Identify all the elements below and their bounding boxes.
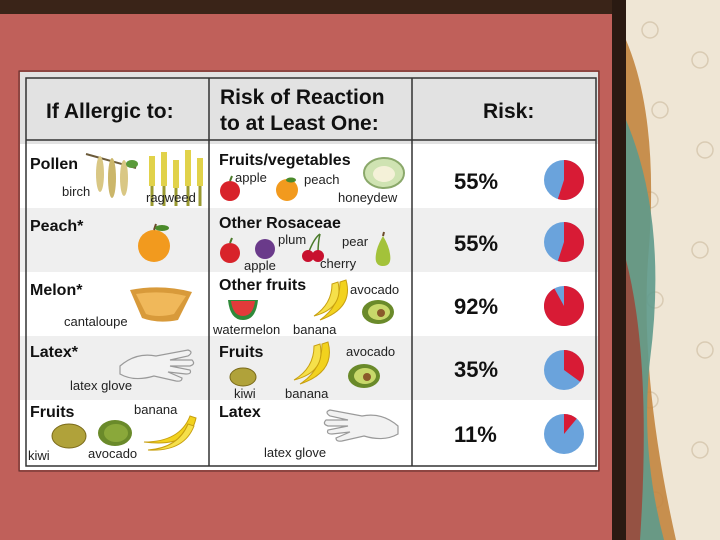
birch-icon <box>85 153 138 198</box>
risk-pie <box>543 286 584 326</box>
pie-risk-slice <box>557 160 585 200</box>
banana-label: banana <box>285 386 329 401</box>
avocado-label: avocado <box>346 344 396 359</box>
banana-icon <box>143 415 197 451</box>
allergen-label: Fruits <box>30 404 75 421</box>
related-label: Other Rosaceae <box>219 215 341 232</box>
risk-percent: 11% <box>454 422 497 447</box>
apple-label: apple <box>244 258 276 273</box>
allergen-label: Melon* <box>30 282 83 299</box>
risk-percent: 55% <box>454 169 499 194</box>
watermelon-label: watermelon <box>213 322 281 337</box>
ragweed-label: ragweed <box>146 190 196 205</box>
apple-label: apple <box>235 170 267 185</box>
risk-percent: 35% <box>454 357 499 382</box>
watermelon-icon <box>228 300 258 320</box>
allergen-label: Latex* <box>30 344 79 361</box>
kiwi-icon <box>229 367 257 387</box>
pie-risk-slice <box>564 350 585 382</box>
latex-glove-label: latex glove <box>70 378 133 393</box>
avocado-icon <box>362 300 394 324</box>
ragweed-icon <box>149 150 203 206</box>
pie-risk-slice <box>543 286 584 326</box>
avocado-icon <box>98 420 132 446</box>
pear-icon <box>375 231 391 266</box>
risk-pie <box>544 222 585 262</box>
table-grid <box>25 77 597 467</box>
risk-pie <box>544 414 584 454</box>
cherry-label: cherry <box>320 256 357 271</box>
pear-label: pear <box>342 234 369 249</box>
allergen-label: Pollen <box>30 156 79 173</box>
banana-label: banana <box>134 402 178 417</box>
related-label: Fruits <box>219 344 264 361</box>
header-allergic-to: If Allergic to: <box>46 100 174 123</box>
latex-glove-icon <box>323 409 399 442</box>
cantaloupe-label: cantaloupe <box>64 314 128 329</box>
honeydew-icon <box>363 157 405 189</box>
risk-pie <box>544 350 585 390</box>
avocado-label: avocado <box>350 282 400 297</box>
plum-label: plum <box>278 232 307 247</box>
allergy-table: If Allergic to: Risk of Reaction to at L… <box>20 72 598 470</box>
banana-icon <box>313 279 348 321</box>
related-label: Other fruits <box>219 277 307 294</box>
risk-pie <box>544 160 585 200</box>
header-risk: Risk: <box>483 100 535 123</box>
header-risk-line1: Risk of Reaction <box>220 86 385 109</box>
banana-label: banana <box>293 322 337 337</box>
peach-label: peach <box>304 172 340 187</box>
avocado-icon <box>348 364 380 388</box>
risk-percent: 55% <box>454 231 499 256</box>
risk-percent: 92% <box>454 294 499 319</box>
honeydew-label: honeydew <box>338 190 398 205</box>
cantaloupe-icon <box>130 287 192 322</box>
banana-icon <box>293 341 330 385</box>
red-ribbon <box>626 260 644 540</box>
latex-glove-icon <box>119 349 195 382</box>
table-header <box>20 72 598 144</box>
cherry-icon <box>302 233 324 262</box>
related-label: Latex <box>219 404 261 421</box>
plum-icon <box>255 239 275 259</box>
pie-risk-slice <box>557 222 585 262</box>
apple-icon <box>220 237 240 263</box>
kiwi-icon <box>51 423 87 449</box>
birch-label: birch <box>62 184 91 199</box>
header-risk-line2: to at Least One: <box>220 112 379 135</box>
kiwi-label: kiwi <box>234 386 256 401</box>
avocado-label: avocado <box>88 446 138 461</box>
peach-icon <box>276 177 298 201</box>
apple-icon <box>220 175 240 201</box>
related-label: Fruits/vegetables <box>219 152 351 169</box>
peach-icon <box>138 223 170 262</box>
kiwi-label: kiwi <box>28 448 50 463</box>
pie-risk-slice <box>564 414 577 434</box>
latex-glove-label: latex glove <box>264 445 327 460</box>
allergen-label: Peach* <box>30 218 84 235</box>
